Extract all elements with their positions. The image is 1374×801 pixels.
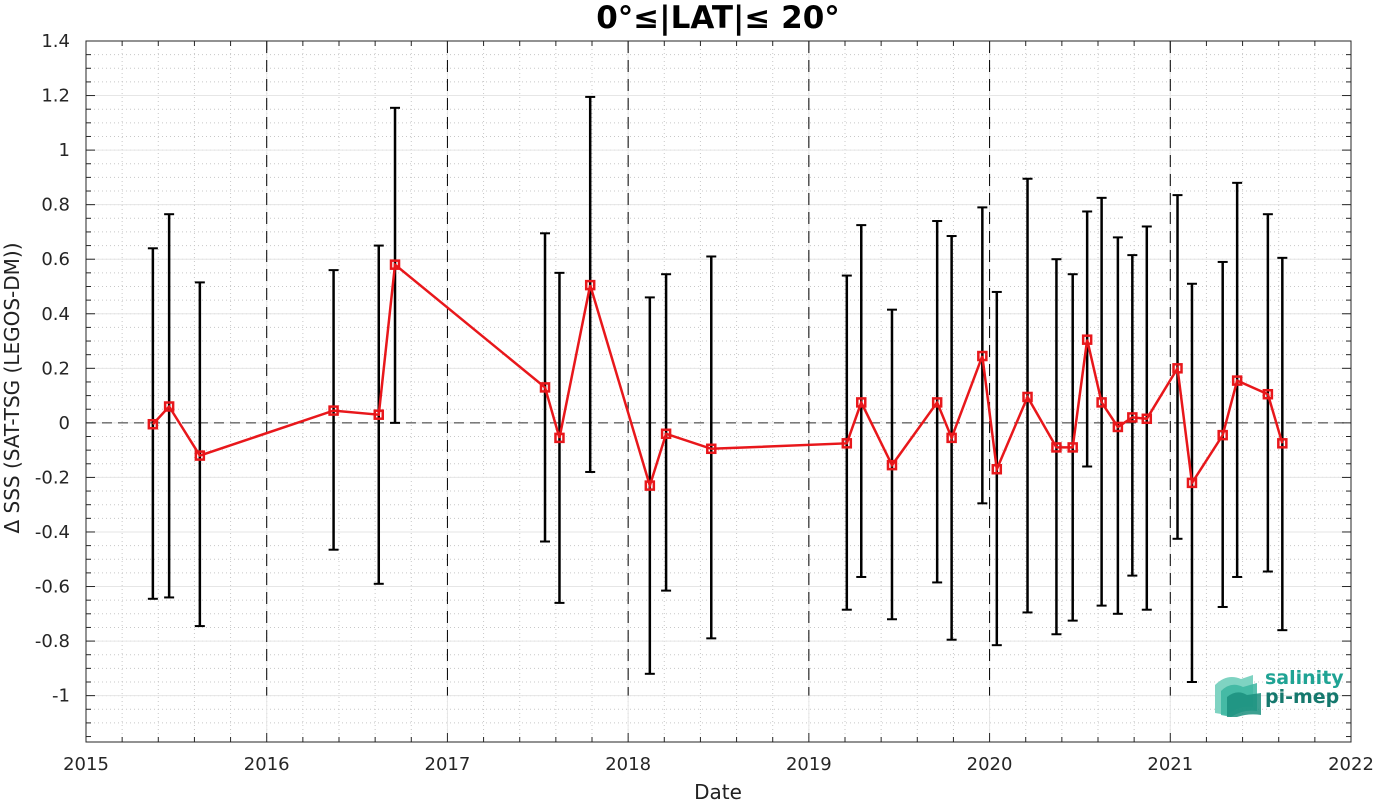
y-tick-label: -0.8	[35, 631, 70, 652]
y-tick-label: 0.2	[41, 358, 70, 379]
wave-logo-icon	[1215, 675, 1261, 717]
data-point-marker	[1186, 477, 1198, 489]
y-tick-label: -0.4	[35, 522, 70, 543]
data-point-marker	[644, 480, 656, 491]
data-point-marker	[373, 409, 385, 420]
data-point-marker	[554, 432, 565, 444]
data-point-marker	[1067, 442, 1078, 453]
x-axis-label: Date	[694, 780, 742, 801]
data-point-marker	[147, 418, 159, 430]
y-tick-label: 0.8	[41, 195, 70, 216]
data-point-marker	[1081, 334, 1093, 345]
data-point-marker	[931, 397, 943, 408]
data-point-marker	[1096, 397, 1107, 408]
y-tick-label: -1	[52, 686, 70, 707]
salinity-pimep-logo: salinity pi-mep	[1213, 665, 1353, 717]
data-point-marker	[1217, 429, 1228, 441]
x-tick-label: 2022	[1328, 754, 1374, 775]
error-bars	[147, 95, 1288, 683]
year-separators	[266, 41, 1171, 696]
data-point-marker	[1051, 442, 1062, 453]
y-tick-label: 0.4	[41, 304, 70, 325]
data-point-marker	[1277, 438, 1288, 449]
data-point-marker	[1262, 388, 1274, 400]
x-tick-label: 2020	[967, 754, 1013, 775]
data-point-marker	[946, 432, 957, 444]
logo-text-pimep: pi-mep	[1265, 686, 1340, 708]
data-point-marker	[886, 459, 898, 471]
data-point-marker	[1112, 421, 1124, 433]
x-tick-label: 2015	[63, 754, 109, 775]
chart-title: 0°≤|LAT|≤ 20°	[596, 0, 840, 36]
series-line	[151, 262, 1284, 490]
y-tick-label: 0	[59, 413, 70, 434]
data-point-marker	[1141, 413, 1153, 425]
data-point-marker	[1127, 412, 1138, 423]
minor-grid	[85, 40, 1352, 742]
y-axis: 1.4 1.2 1 0.8 0.6 0.4 0.2 0 -0.2 -0.4 -0.6 -0.8 -1	[35, 31, 1351, 738]
x-tick-label: 2019	[786, 754, 832, 775]
y-tick-label: 1	[59, 140, 70, 161]
x-tick-label: 2018	[605, 754, 651, 775]
y-tick-label: 0.6	[41, 249, 70, 270]
data-point-marker	[194, 450, 206, 461]
data-point-marker	[1172, 363, 1183, 374]
data-point-marker	[539, 382, 551, 393]
x-tick-label: 2021	[1147, 754, 1193, 775]
data-point-marker	[1022, 391, 1033, 403]
series-markers	[147, 259, 1288, 491]
data-point-marker	[389, 259, 401, 270]
data-point-marker	[660, 428, 672, 440]
data-point-marker	[328, 405, 339, 416]
x-tick-label: 2016	[244, 754, 290, 775]
y-tick-label: 1.4	[41, 31, 70, 52]
data-point-marker	[856, 397, 867, 408]
data-point-marker	[991, 463, 1003, 475]
major-grid	[85, 40, 1352, 742]
y-tick-label: -0.2	[35, 467, 70, 488]
x-tick-label: 2017	[425, 754, 471, 775]
data-point-marker	[163, 401, 175, 412]
y-axis-label: Δ SSS (SAT-TSG (LEGOS-DM))	[0, 242, 24, 533]
plot-frame	[85, 40, 1352, 743]
logo-text-salinity: salinity	[1265, 667, 1344, 689]
x-axis: 2015 2016 2017 2018 2019 2020 2021 2022	[63, 41, 1374, 775]
data-point-marker	[584, 279, 596, 291]
data-point-marker	[977, 350, 988, 362]
y-tick-label: 1.2	[41, 86, 70, 107]
y-tick-label: -0.6	[35, 577, 70, 598]
data-point-marker	[1231, 375, 1243, 386]
data-point-marker	[841, 438, 853, 449]
data-point-marker	[706, 443, 717, 455]
